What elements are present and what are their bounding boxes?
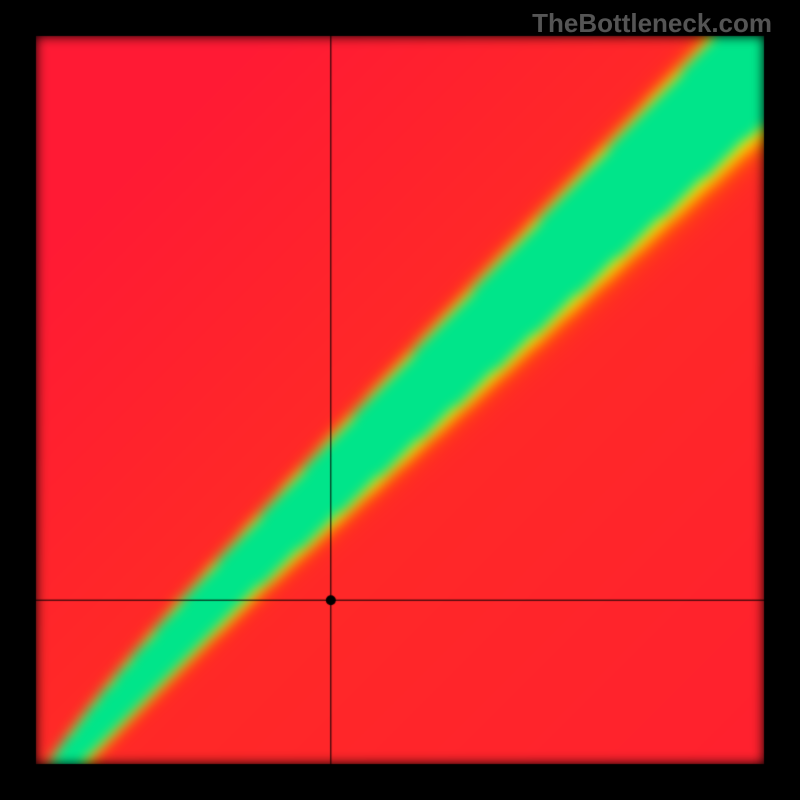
- watermark-text: TheBottleneck.com: [532, 8, 772, 39]
- chart-container: TheBottleneck.com: [0, 0, 800, 800]
- bottleneck-heatmap: [0, 0, 800, 800]
